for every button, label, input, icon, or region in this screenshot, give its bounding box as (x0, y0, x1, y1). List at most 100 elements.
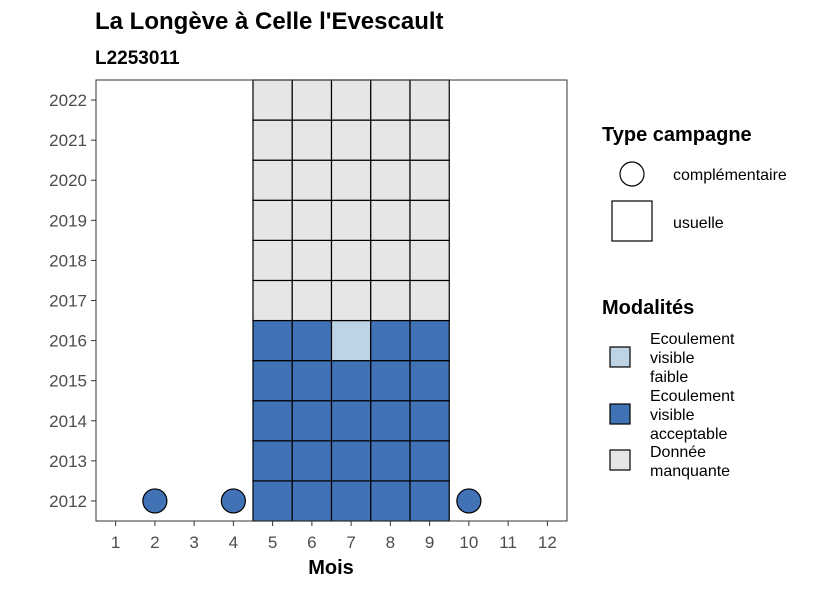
cell-2022-6 (291, 79, 333, 121)
x-tick-label-4: 4 (229, 533, 238, 552)
cell-2015-8 (370, 360, 411, 402)
legend-label-faible-0: Ecoulement (650, 331, 735, 348)
cell-2013-8 (370, 440, 411, 482)
cell-2017-9 (409, 279, 450, 322)
y-tick-label-2013: 2013 (49, 452, 87, 471)
cell-2022-5 (252, 79, 293, 121)
cell-2015-5 (252, 360, 293, 402)
x-tick-label-1: 1 (111, 533, 120, 552)
cell-2022-8 (370, 79, 411, 121)
x-axis-title: Mois (308, 557, 354, 579)
cell-2016-9 (409, 319, 450, 362)
cell-2020-8 (370, 159, 411, 201)
cell-2019-6 (291, 199, 333, 241)
cell-2016-7 (330, 319, 372, 362)
legend-title-type-campagne: Type campagne (602, 124, 752, 146)
y-tick-label-2020: 2020 (49, 171, 87, 190)
legend-label-circle: complémentaire (673, 167, 787, 184)
cell-2020-9 (409, 159, 450, 201)
legend-label-faible-2: faible (650, 369, 688, 386)
cell-2012-5 (252, 480, 293, 522)
cell-2020-5 (252, 159, 293, 201)
cell-2021-7 (330, 119, 372, 161)
cell-2014-6 (291, 400, 333, 442)
y-tick-label-2021: 2021 (49, 131, 87, 150)
legend-label-faible-1: visible (650, 350, 695, 367)
cell-2020-6 (291, 159, 333, 201)
legend-key-circle (619, 161, 645, 187)
cell-2014-5 (252, 400, 293, 442)
cell-2018-9 (409, 239, 450, 282)
cell-2012-7 (330, 480, 372, 522)
cell-2022-7 (330, 79, 372, 121)
legends: Type campagne complémentaire usuelle Modali… (602, 124, 787, 480)
legend-label-acceptable-2: acceptable (650, 426, 727, 443)
cell-2016-6 (291, 319, 333, 362)
chart-subtitle: L2253011 (95, 48, 180, 69)
y-tick-label-2015: 2015 (49, 372, 87, 391)
cell-2022-9 (409, 79, 450, 121)
cell-2020-7 (330, 159, 372, 201)
x-tick-label-2: 2 (150, 533, 159, 552)
y-tick-label-2022: 2022 (49, 91, 87, 110)
cell-2012-8 (370, 480, 411, 522)
legend-label-acceptable-0: Ecoulement (650, 388, 735, 405)
x-tick-label-9: 9 (425, 533, 434, 552)
cell-2012-9 (409, 480, 450, 522)
x-tick-label-6: 6 (307, 533, 316, 552)
cells-layer (252, 79, 450, 522)
legend-title-modalites: Modalités (602, 297, 694, 319)
y-tick-label-2018: 2018 (49, 251, 87, 270)
legend-label-manquante-1: manquante (650, 463, 730, 480)
x-tick-label-10: 10 (459, 533, 478, 552)
cell-2017-7 (330, 279, 372, 322)
y-tick-label-2019: 2019 (49, 211, 87, 230)
cell-2019-8 (370, 199, 411, 241)
cell-2016-5 (252, 319, 293, 362)
cell-2019-5 (252, 199, 293, 241)
legend-key-square (611, 200, 653, 242)
cell-2013-5 (252, 440, 293, 482)
cell-2018-6 (291, 239, 333, 282)
cell-2018-8 (370, 239, 411, 282)
x-tick-label-7: 7 (346, 533, 355, 552)
cell-2021-5 (252, 119, 293, 161)
legend-key-manquante (609, 449, 631, 471)
cell-2017-6 (291, 279, 333, 322)
legend-label-acceptable-1: visible (650, 407, 695, 424)
x-axis: 1 2 3 4 5 6 7 8 9 10 11 12 (111, 521, 557, 552)
legend-key-acceptable (609, 403, 631, 425)
cell-2017-5 (252, 279, 293, 322)
x-tick-label-8: 8 (386, 533, 395, 552)
cell-2013-6 (291, 440, 333, 482)
y-tick-label-2017: 2017 (49, 292, 87, 311)
cell-2014-7 (330, 400, 372, 442)
legend-label-square: usuelle (673, 215, 724, 232)
point-2012-10 (456, 488, 482, 514)
x-tick-label-5: 5 (268, 533, 277, 552)
cell-2014-8 (370, 400, 411, 442)
y-axis: 2012 2013 2014 2015 2016 2017 2018 2019 2020 2021… (49, 91, 96, 511)
cell-2015-6 (291, 360, 333, 402)
cell-2019-7 (330, 199, 372, 241)
point-2012-4 (220, 488, 246, 514)
cell-2021-6 (291, 119, 333, 161)
cell-2015-9 (409, 360, 450, 402)
cell-2013-7 (330, 440, 372, 482)
cell-2013-9 (409, 440, 450, 482)
y-tick-label-2012: 2012 (49, 492, 87, 511)
point-2012-2 (142, 488, 168, 514)
cell-2015-7 (330, 360, 372, 402)
cell-2019-9 (409, 199, 450, 241)
cell-2021-8 (370, 119, 411, 161)
cell-2021-9 (409, 119, 450, 161)
x-tick-label-11: 11 (499, 533, 517, 552)
plot-area (95, 79, 568, 522)
cell-2016-8 (370, 319, 411, 362)
y-tick-label-2016: 2016 (49, 332, 87, 351)
cell-2018-5 (252, 239, 293, 282)
x-tick-label-12: 12 (538, 533, 557, 552)
cell-2018-7 (330, 239, 372, 282)
legend-key-faible (609, 346, 631, 368)
